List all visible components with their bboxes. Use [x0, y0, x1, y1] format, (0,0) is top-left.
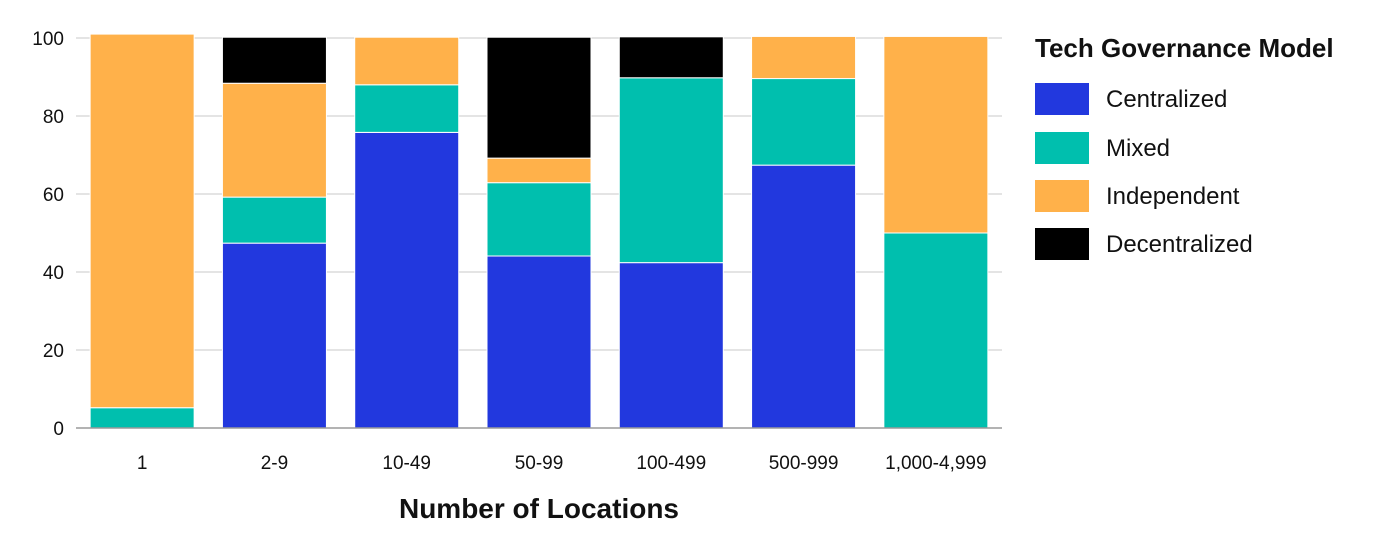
legend-label-independent: Independent [1106, 183, 1240, 210]
bar-segment-mixed [221, 196, 327, 244]
bar-segment-independent [751, 35, 857, 80]
bar-segment-centralized [354, 131, 460, 429]
legend-swatch-mixed [1035, 132, 1089, 164]
bar-segment-independent [89, 33, 195, 409]
legend-title: Tech Governance Model [1035, 33, 1334, 63]
x-tick-label: 500-999 [769, 453, 839, 474]
x-tick-label: 1,000-4,999 [885, 453, 986, 474]
y-tick-label: 60 [43, 185, 64, 206]
legend-swatch-decentralized [1035, 228, 1089, 260]
legend: Centralized Mixed Independent Decentralized [1035, 83, 1253, 260]
legend-swatch-independent [1035, 180, 1089, 212]
axes: 0 20 40 60 80 100 1 2-9 10-49 50-99 100-499 500-999… [32, 29, 1002, 474]
bar-segment-mixed [486, 182, 592, 257]
bar-segment-mixed [618, 77, 724, 264]
x-tick-label: 2-9 [261, 453, 288, 474]
bars [89, 33, 989, 429]
x-tick-label: 10-49 [382, 453, 431, 474]
y-tick-label: 40 [43, 263, 64, 284]
y-tick-label: 20 [43, 341, 64, 362]
x-tick-label: 100-499 [636, 453, 706, 474]
bar-segment-independent [883, 35, 989, 234]
legend-label-centralized: Centralized [1106, 86, 1227, 113]
bar-segment-independent [486, 157, 592, 184]
x-tick-label: 1 [137, 453, 148, 474]
bar-segment-decentralized [486, 36, 592, 159]
bar-segment-mixed [751, 78, 857, 166]
x-tick-label: 50-99 [515, 453, 564, 474]
bar-segment-independent [354, 36, 460, 86]
bar-segment-centralized [618, 262, 724, 429]
bar-segment-mixed [354, 84, 460, 133]
bar-segment-independent [221, 82, 327, 198]
bar-segment-mixed [883, 232, 989, 429]
x-axis-label: Number of Locations [399, 493, 679, 524]
legend-label-mixed: Mixed [1106, 135, 1170, 162]
legend-swatch-centralized [1035, 83, 1089, 115]
bar-segment-decentralized [221, 36, 327, 84]
legend-label-decentralized: Decentralized [1106, 231, 1253, 258]
bar-segment-centralized [221, 242, 327, 429]
y-tick-label: 80 [43, 107, 64, 128]
y-tick-label: 0 [53, 419, 64, 440]
y-tick-label: 100 [32, 29, 64, 50]
bar-segment-decentralized [618, 36, 724, 79]
bar-segment-centralized [486, 255, 592, 429]
bar-segment-centralized [751, 164, 857, 429]
bar-segment-mixed [89, 407, 195, 429]
